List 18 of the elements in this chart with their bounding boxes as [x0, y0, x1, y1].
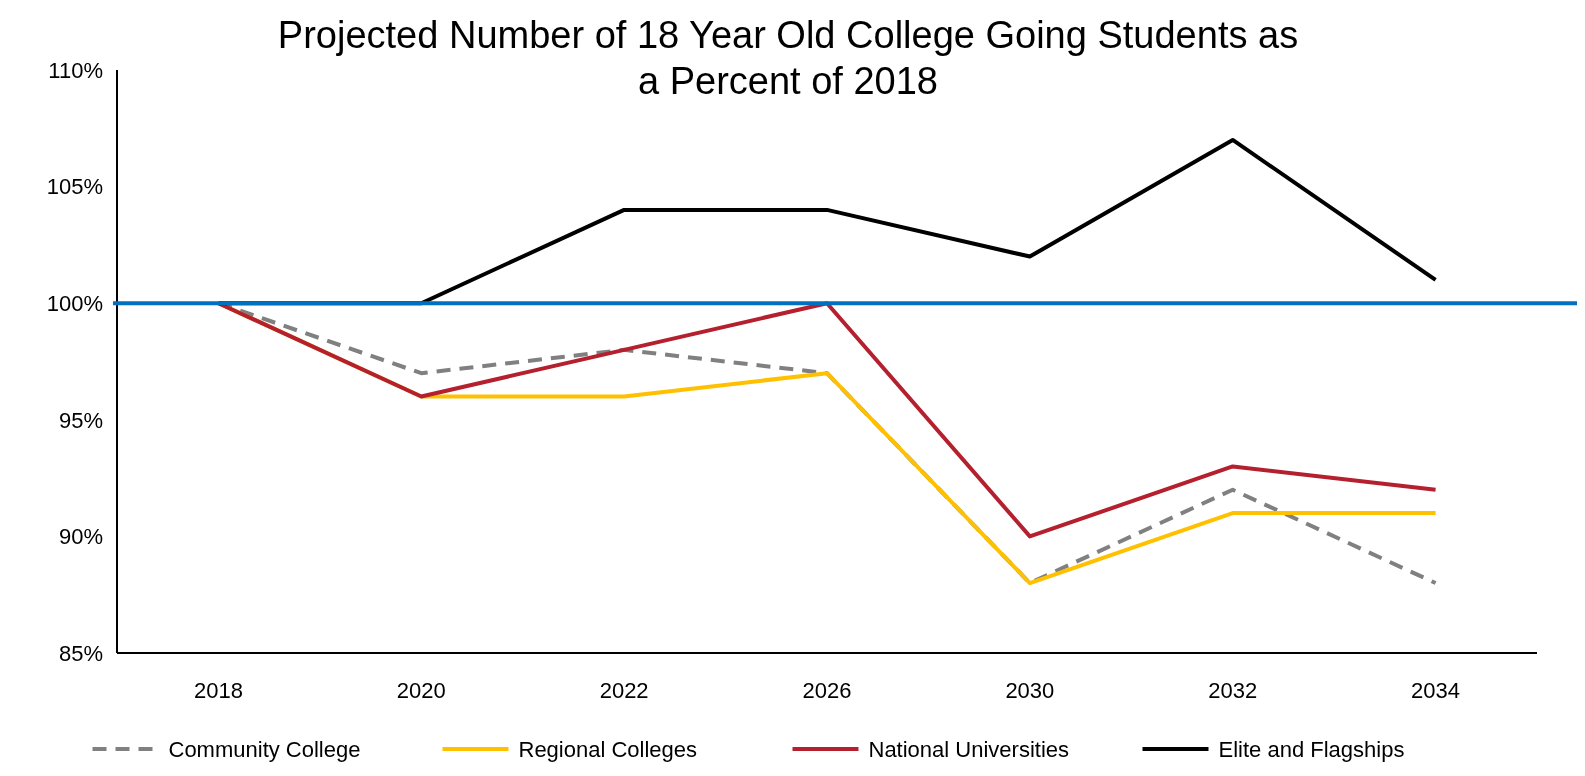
chart-title: Projected Number of 18 Year Old College Going Students as a Percent of 2018 [277, 14, 1299, 102]
x-tick-label: 2018 [193, 678, 243, 703]
legend-label: Elite and Flagships [1218, 736, 1405, 762]
y-tick-label: 95% [58, 407, 103, 433]
x-tick-label: 2026 [802, 678, 852, 703]
legend-label: Community College [168, 736, 361, 762]
legend-label: Regional Colleges [518, 736, 698, 762]
x-tick-label: 2034 [1411, 678, 1461, 703]
x-tick-label: 2030 [1005, 678, 1055, 703]
x-tick-label: 2032 [1208, 678, 1258, 703]
y-tick-label: 85% [58, 640, 103, 666]
x-tick-label: 2022 [599, 678, 649, 703]
y-tick-label: 100% [46, 290, 103, 316]
y-tick-label: 110% [48, 57, 103, 83]
y-tick-label: 105% [46, 174, 103, 200]
y-tick-label: 90% [58, 524, 103, 550]
legend-label: National Universities [868, 736, 1070, 762]
x-tick-label: 2020 [396, 678, 446, 703]
